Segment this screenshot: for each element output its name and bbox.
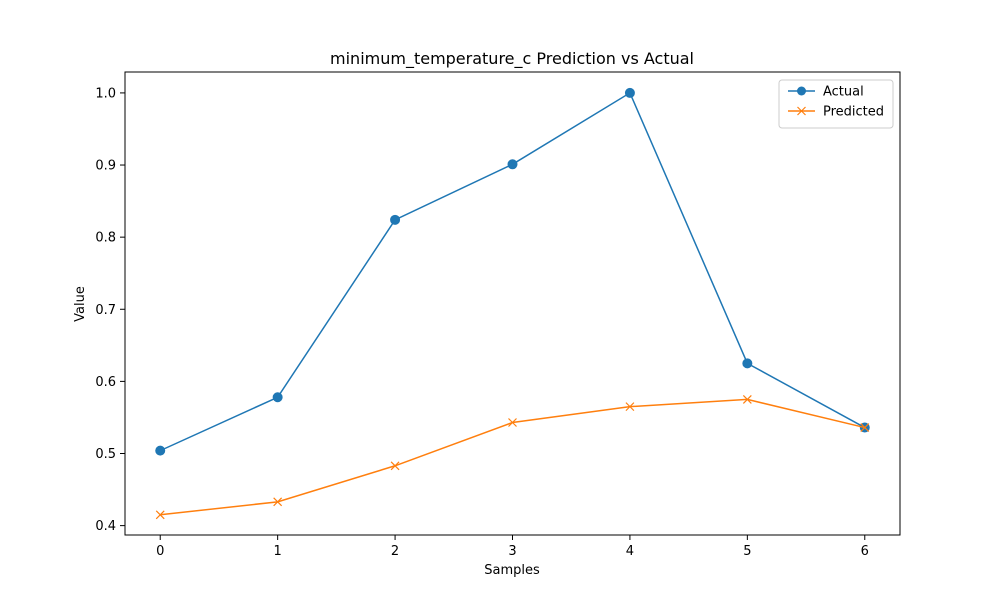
data-point-actual [507,159,518,170]
data-point-actual [155,445,166,456]
series-layer [155,87,870,520]
x-tick-label: 5 [743,544,751,559]
legend: Actual Predicted [778,79,894,129]
x-tick-label: 6 [861,544,869,559]
data-point-predicted [273,497,283,507]
x-tick-label: 0 [156,544,164,559]
data-point-predicted [508,418,517,427]
y-tick-label: 1.0 [95,86,116,101]
y-tick-label: 0.5 [95,447,116,462]
data-point-predicted [742,394,752,404]
y-axis-label: Value [73,286,88,322]
legend-label-predicted: Predicted [823,105,884,120]
y-tick-label: 0.6 [95,375,116,390]
y-axis: 0.4 0.5 0.6 0.7 0.8 0.9 1.0 [95,86,125,534]
data-point-predicted [155,510,165,520]
y-tick-label: 0.8 [95,231,116,246]
y-tick-label: 0.9 [95,159,116,174]
plot-area-frame [124,71,901,536]
data-point-actual [390,214,401,225]
x-axis: 0 1 2 3 4 5 6 [156,535,869,559]
data-point-predicted [390,461,400,471]
data-point-actual [624,87,635,98]
x-tick-label: 4 [626,544,634,559]
data-point-predicted [625,402,635,412]
series-line-actual [159,91,866,452]
x-tick-label: 2 [391,544,399,559]
legend-box [778,79,894,129]
chart-title: minimum_temperature_c Prediction vs Actu… [330,49,694,69]
data-point-actual [742,358,753,369]
data-point-actual [272,392,283,403]
x-tick-label: 1 [274,544,282,559]
legend-marker-actual [797,86,806,96]
x-tick-label: 3 [508,544,516,559]
series-line-predicted [160,398,865,516]
x-axis-label: Samples [484,563,540,578]
legend-marker-predicted [797,106,806,116]
y-tick-label: 0.4 [95,519,116,534]
y-tick-label: 0.7 [95,303,116,318]
data-point-predicted [860,423,870,432]
legend-label-actual: Actual [823,85,864,100]
